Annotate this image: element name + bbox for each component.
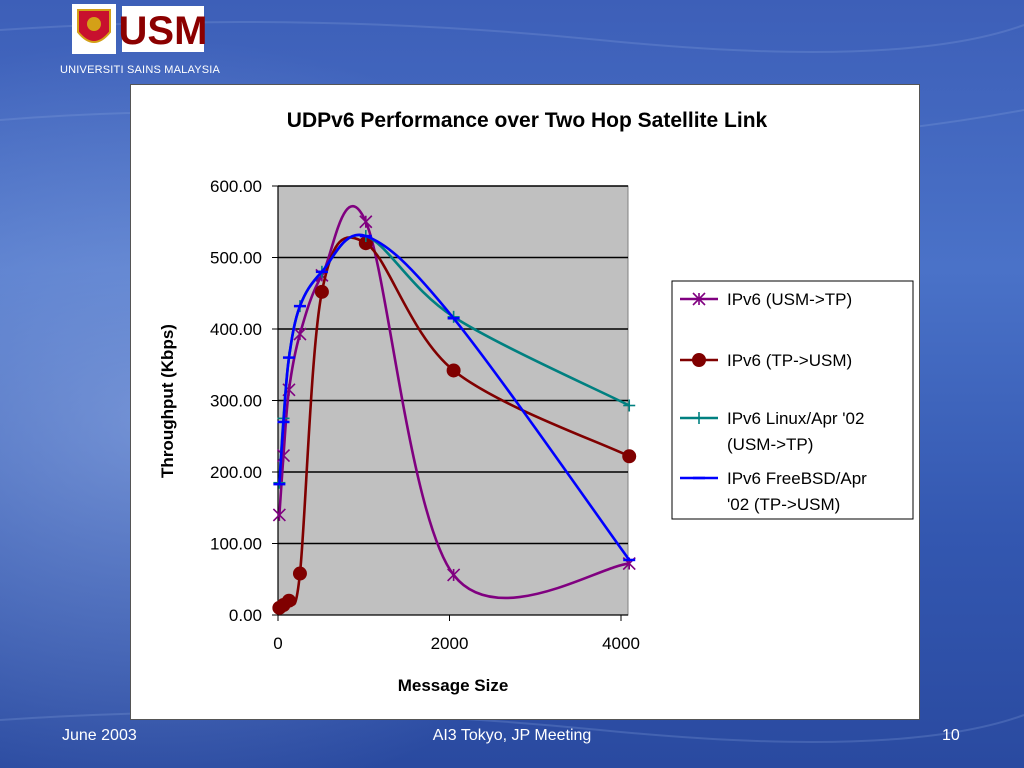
y-tick-label: 200.00	[210, 463, 262, 482]
axes: 0.00 100.00 200.00 300.00 400.00 500.00 600.00…	[210, 177, 640, 653]
legend-entries: IPv6 (USM->TP) IPv6 (TP->USM) IPv6 Linux/A…	[680, 290, 867, 514]
series-ipv6-tp-usm	[272, 236, 637, 615]
data-point-ipv6-usm-tp	[359, 215, 373, 229]
data-point-ipv6-tp-usm	[292, 566, 307, 581]
chart: UDPv6 Performance over Two Hop Satellite…	[158, 109, 914, 695]
y-tick-label: 100.00	[210, 535, 262, 554]
series-line-ipv6-freebsd-apr-02-tp-usm	[278, 233, 631, 561]
x-tick-label: 0	[273, 634, 282, 653]
data-point-ipv6-linux-apr-02-usm-tp	[623, 399, 636, 412]
chart-panel: UDPv6 Performance over Two Hop Satellite…	[130, 84, 920, 720]
x-tick-label: 4000	[602, 634, 640, 653]
y-tick-label: 500.00	[210, 249, 262, 268]
data-point-ipv6-tp-usm	[314, 284, 329, 299]
legend	[671, 280, 914, 520]
y-tick-label: 600.00	[210, 177, 262, 196]
data-point-ipv6-usm-tp	[447, 568, 461, 582]
y-tick-label: 400.00	[210, 320, 262, 339]
svg-text:USM: USM	[119, 9, 208, 53]
legend-label: IPv6 (USM->TP)	[727, 290, 852, 309]
footer-page-number: 10	[942, 727, 960, 744]
university-name: UNIVERSITI SAINS MALAYSIA	[60, 64, 221, 76]
data-point-ipv6-usm-tp	[293, 327, 307, 341]
legend-item-ipv6-tp-usm: IPv6 (TP->USM)	[680, 351, 852, 370]
legend-marker	[692, 353, 706, 367]
footer-event: AI3 Tokyo, JP Meeting	[432, 727, 592, 744]
legend-item-ipv6-freebsd-apr-02-tp-usm: IPv6 FreeBSD/Apr '02 (TP->USM)	[680, 469, 867, 514]
data-point-ipv6-tp-usm	[446, 363, 461, 378]
x-tick-label: 2000	[431, 634, 469, 653]
data-point-ipv6-tp-usm	[622, 449, 637, 464]
legend-marker	[692, 292, 706, 306]
y-tick-label: 300.00	[210, 392, 262, 411]
y-axis-label: Throughput (Kbps)	[158, 324, 177, 478]
series-ipv6-freebsd-apr-02-tp-usm	[273, 233, 636, 562]
grid-lines	[278, 185, 628, 545]
chart-title: UDPv6 Performance over Two Hop Satellite…	[287, 109, 768, 132]
usm-logo: USM	[70, 2, 210, 56]
legend-label: IPv6 Linux/Apr '02 (USM->TP)	[727, 409, 864, 454]
legend-item-ipv6-usm-tp: IPv6 (USM->TP)	[680, 290, 852, 309]
legend-item-ipv6-linux-apr-02-usm-tp: IPv6 Linux/Apr '02 (USM->TP)	[680, 409, 864, 454]
x-axis-label: Message Size	[398, 676, 509, 695]
data-point-ipv6-usm-tp	[272, 508, 286, 522]
series-layer	[272, 204, 637, 615]
legend-label: IPv6 (TP->USM)	[727, 351, 852, 370]
data-point-ipv6-tp-usm	[281, 593, 296, 608]
legend-label: IPv6 FreeBSD/Apr '02 (TP->USM)	[727, 469, 867, 514]
y-tick-label: 0.00	[229, 606, 262, 625]
legend-marker	[693, 412, 705, 424]
footer-date: June 2003	[62, 727, 137, 744]
